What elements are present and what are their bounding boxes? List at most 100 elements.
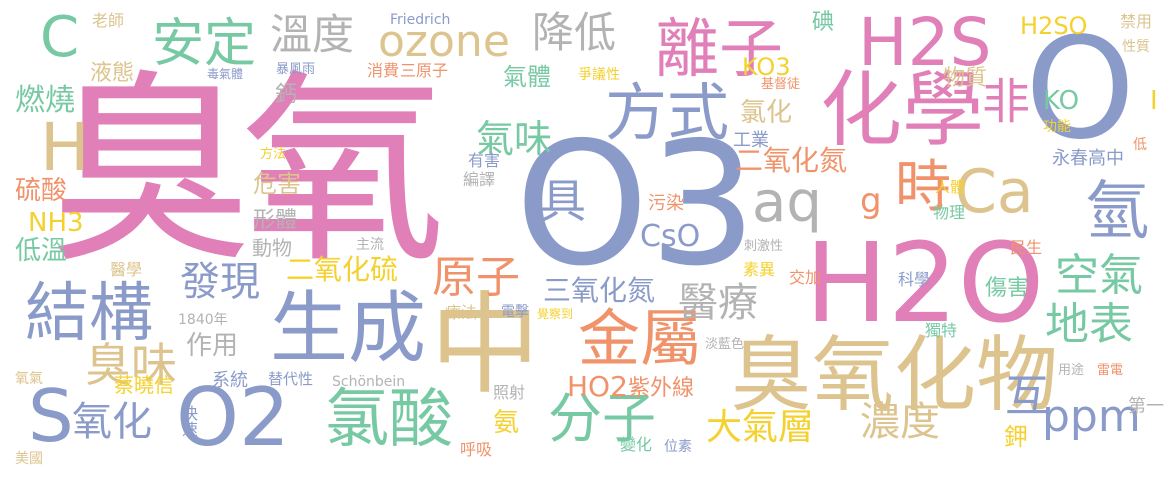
word-mainstream: 主流 [356,237,384,253]
word-potassium: 鉀 [1004,423,1028,451]
word-argon: 氫 [1085,175,1149,249]
word-ozonide: 臭氧化物 [730,328,1059,423]
word-gas: 氣體 [503,63,551,91]
word-s: S [28,374,74,458]
word-toxic-gas: 毒氣體 [207,67,244,81]
word-combust: 燃燒 [15,83,75,118]
word-aq: aq [752,170,822,235]
word-substance: 物質 [943,66,988,91]
word-molecule: 分子 [548,387,656,450]
word-non: 非 [982,74,1031,130]
word-time: 時 [895,155,951,220]
word-ppm: ppm [1042,391,1141,442]
word-livelihood: 民生 [1010,238,1043,257]
word-h2o: H2O [805,219,1045,347]
word-h: H [40,109,90,186]
word-allotrope: 素異 [743,260,776,279]
word-therapy: 療法 [445,303,478,322]
word-atom: 原子 [432,252,520,303]
word-h2so: H2SO [1020,12,1088,40]
word-medicine: 醫學 [110,260,143,279]
word-industry: 工業 [733,130,769,151]
word-structure: 結構 [25,277,153,351]
word-so2: 二氧化硫 [286,253,399,286]
word-no2: 二氧化氮 [735,144,848,177]
word-uv: 紫外線 [628,376,695,401]
word-air: 空氣 [1055,250,1143,301]
word-mutual: 互 [1005,371,1049,422]
word-c: C [40,5,80,70]
word-low: 低 [1133,137,1147,153]
word-storm: 暴風雨 [276,62,316,77]
word-chemistry: 化學 [820,63,985,158]
word-alternative: 替代性 [268,370,314,388]
word-physics: 物理 [933,203,966,222]
word-stable: 安定 [152,14,257,74]
word-combine: 交加 [789,268,822,287]
word-effect: 作用 [186,331,239,361]
word-science: 科學 [898,270,931,289]
word-friedrich: Friedrich [390,12,451,28]
word-teacher: 老師 [92,11,125,30]
word-discover: 發現 [180,259,260,305]
word-harmful: 有害 [468,151,501,170]
word-perceive: 覺察到 [537,307,574,321]
word-metal: 金屬 [578,302,703,375]
word-first: 第一 [1128,396,1164,417]
word-calcium: 鈣 [271,82,296,104]
word-triatomic: 三原子 [400,61,449,80]
word-h2s: H2S [858,4,992,81]
word-yongchun: 永春高中 [1052,148,1124,169]
word-ozone-zh: 臭氧 [48,53,446,291]
word-sulfuric-acid: 硫酸 [15,176,68,206]
word-consume: 消費 [367,61,400,80]
word-medical: 醫療 [678,280,758,326]
word-smell: 氣味 [476,117,553,161]
word-pollution: 污染 [648,193,684,214]
word-temperature: 溫度 [270,10,355,59]
word-tsai: 蔡曉信 [114,373,174,397]
word-ca: Ca [955,157,1034,227]
word-breathe: 呼吸 [460,440,493,459]
word-o2: O2 [176,371,290,464]
word-low-temp: 低溫 [15,236,68,266]
word-way: 方法 [260,147,287,162]
word-oxygen: 氧氣 [15,371,43,387]
word-cso: CsO [640,219,701,254]
word-atmosphere: 大氣層 [706,407,815,448]
word-function: 功能 [1043,119,1071,135]
word-property: 性質 [1122,39,1150,55]
word-zhong: 中 [430,281,540,409]
word-ho2: HO2 [567,370,628,403]
word-generate: 生成 [270,284,427,374]
word-irritant: 刺激性 [744,239,784,254]
word-light-blue: 淡藍色 [705,337,745,352]
word-i: I [1150,86,1158,116]
word-hazard: 危害 [253,170,301,198]
word-oxidize: 氧化 [72,399,152,445]
word-irradiate: 照射 [493,383,526,402]
word-banned: 禁用 [1120,12,1153,31]
word-reduce: 降低 [532,8,617,57]
word-ozone-en: ozone [378,16,510,67]
word-isotope: 位素 [664,439,692,455]
word-unique: 獨特 [925,321,958,340]
word-christian: 基督徒 [761,77,801,92]
word-usa: 美國 [15,451,43,467]
word-nh3: NH3 [28,208,84,238]
word-chloride: 氯化 [740,98,793,128]
word-o3: O3 [515,106,757,304]
word-ko3: KO3 [742,53,791,81]
word-system: 系統 [212,370,248,391]
word-human-body: 人體 [935,178,966,196]
word-compile: 編譯 [463,170,496,189]
word-form: 形體 [253,208,298,233]
word-concentration: 濃度 [860,399,940,445]
word-schonbein: Schönbein [332,374,406,390]
word-odor: 臭味 [85,338,177,392]
word-ko: KO [1043,86,1080,116]
word-usage: 用途 [1058,363,1085,378]
word-method: 方式 [605,76,730,149]
word-damage: 傷害 [985,276,1030,301]
